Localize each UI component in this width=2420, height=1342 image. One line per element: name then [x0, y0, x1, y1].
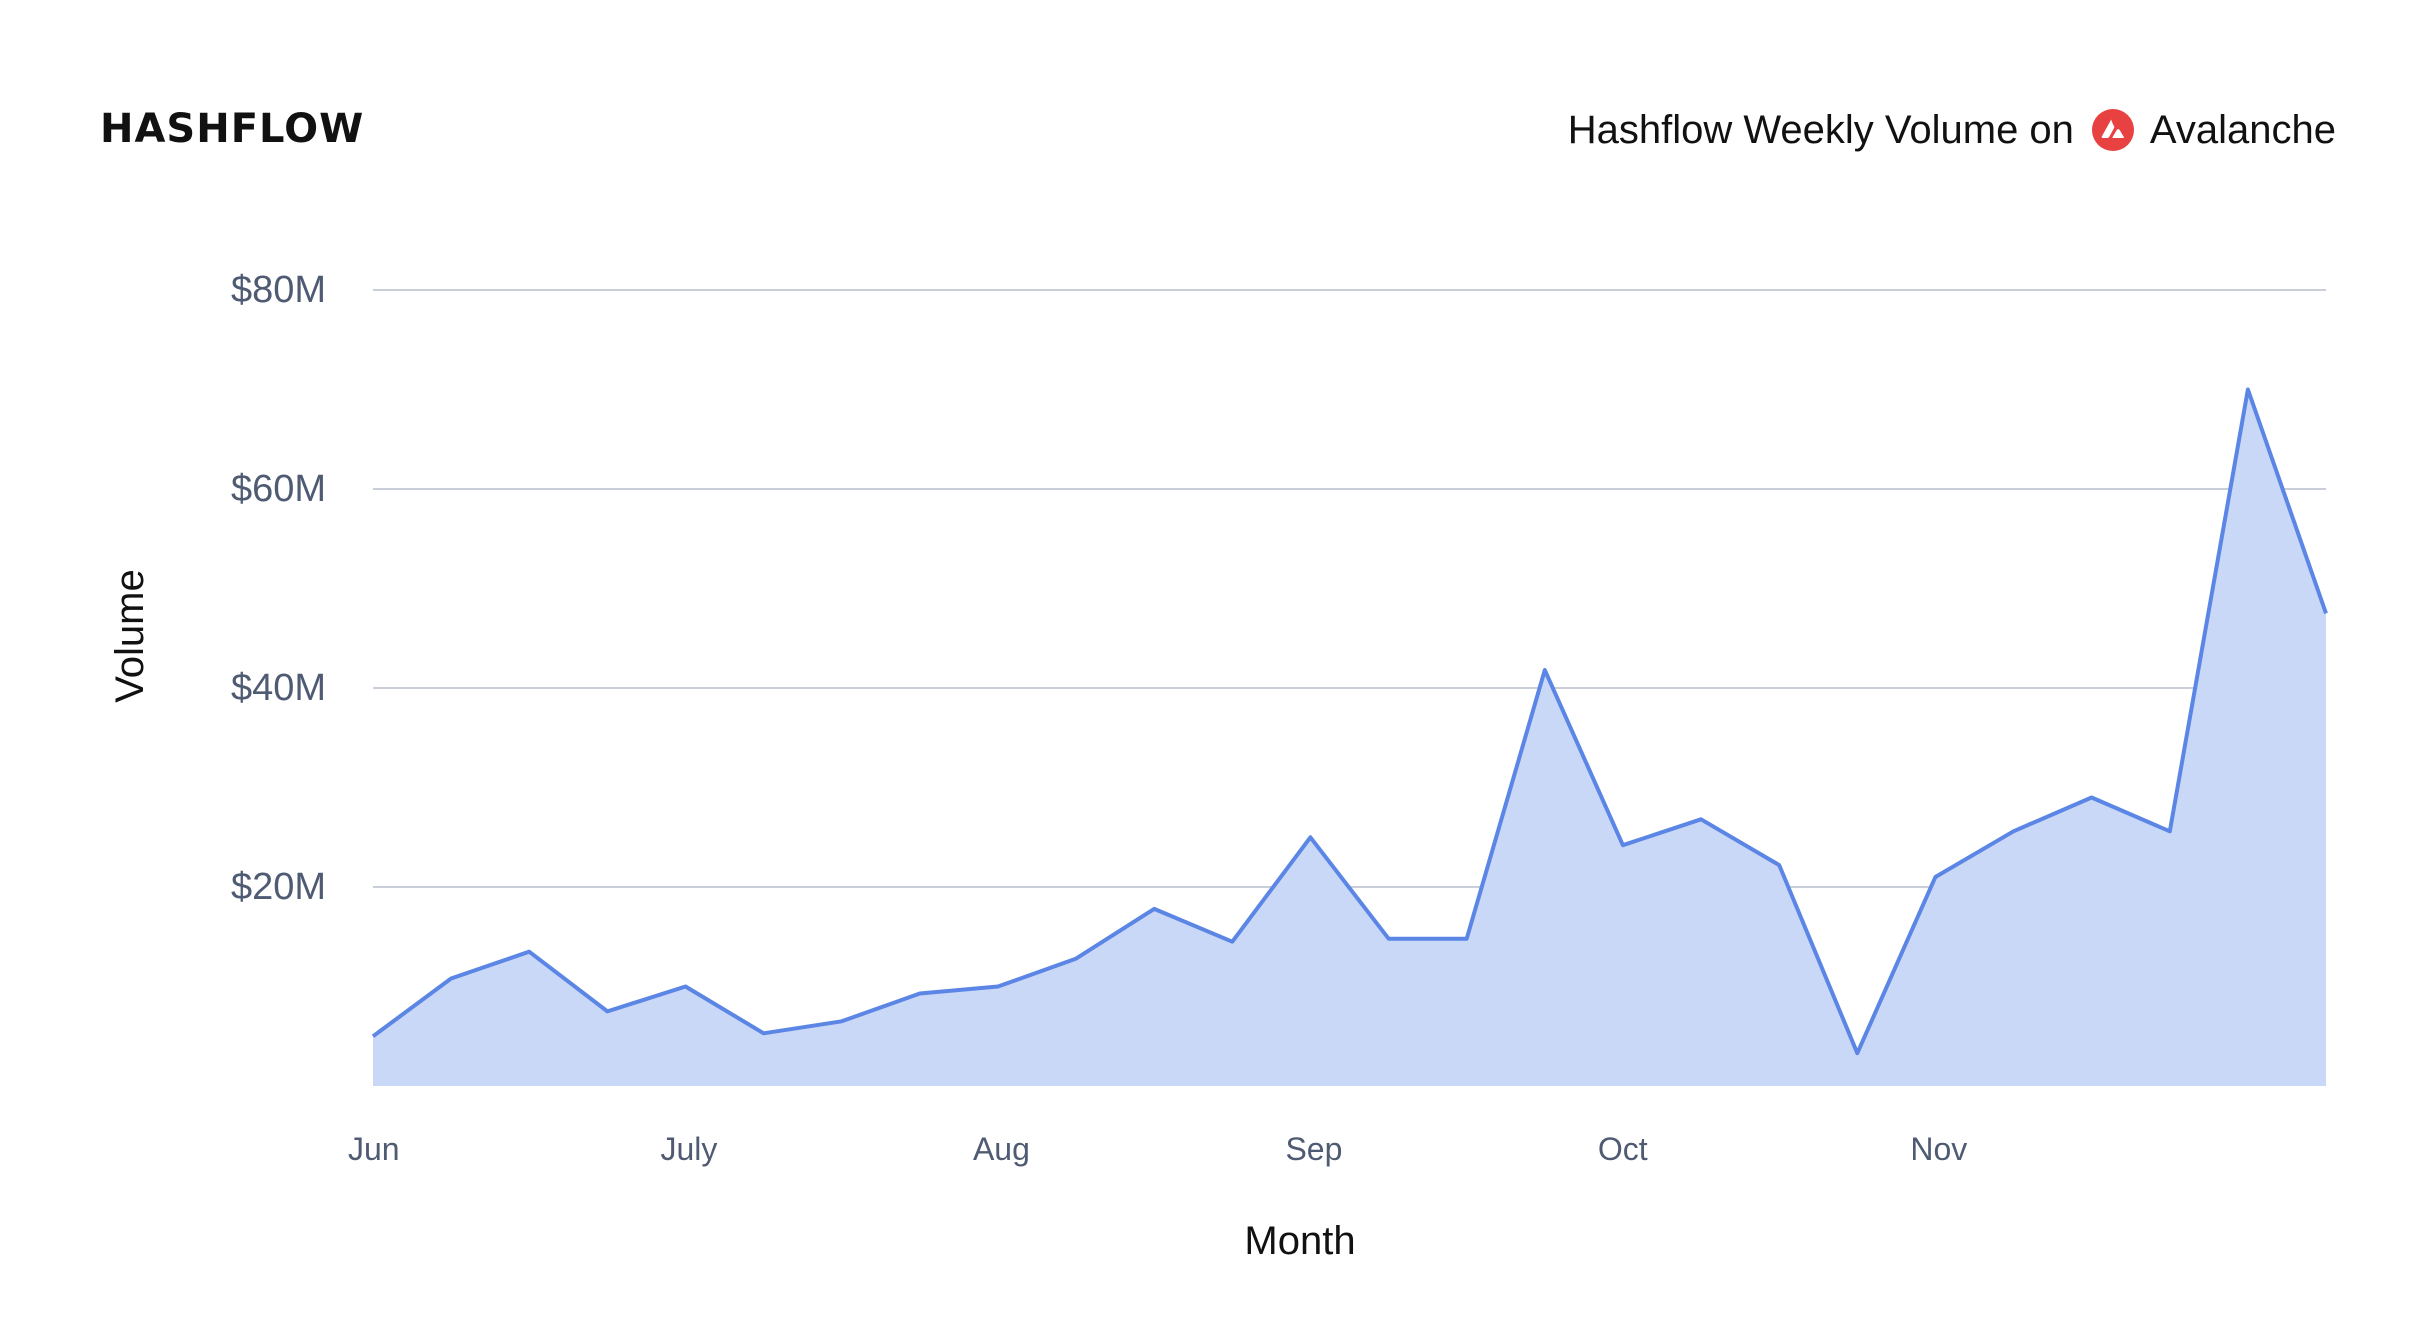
- y-tick-label: $20M: [231, 866, 326, 908]
- hashflow-logo: HASHFLOW: [100, 104, 364, 154]
- y-tick-label: $60M: [231, 468, 326, 510]
- chart-title: Hashflow Weekly Volume on Avalanche: [1568, 100, 2336, 160]
- x-tick-label: Oct: [1598, 1131, 1648, 1167]
- avalanche-icon: [2091, 109, 2134, 151]
- volume-line: [371, 387, 2328, 1056]
- x-tick-label: Sep: [1285, 1131, 1342, 1167]
- x-tick-label: Nov: [1910, 1131, 1967, 1167]
- volume-area: [373, 389, 2326, 1086]
- gridlines: [373, 289, 2326, 888]
- x-axis-label: Month: [1244, 1219, 1355, 1263]
- y-tick-label: $40M: [231, 667, 326, 709]
- title-chain: Avalanche: [2149, 107, 2336, 152]
- y-axis-label: Volume: [108, 569, 152, 702]
- y-axis-ticks: $20M $40M $60M $80M: [231, 269, 326, 908]
- title-prefix: Hashflow Weekly Volume on: [1567, 107, 2074, 152]
- x-tick-label: July: [660, 1131, 717, 1167]
- x-axis-ticks: Jun July Aug Sep Oct Nov: [348, 1131, 1967, 1167]
- y-tick-label: $80M: [231, 269, 326, 311]
- x-tick-label: Jun: [348, 1131, 400, 1167]
- logo-text: HASHFLOW: [100, 106, 365, 152]
- x-tick-label: Aug: [973, 1131, 1030, 1167]
